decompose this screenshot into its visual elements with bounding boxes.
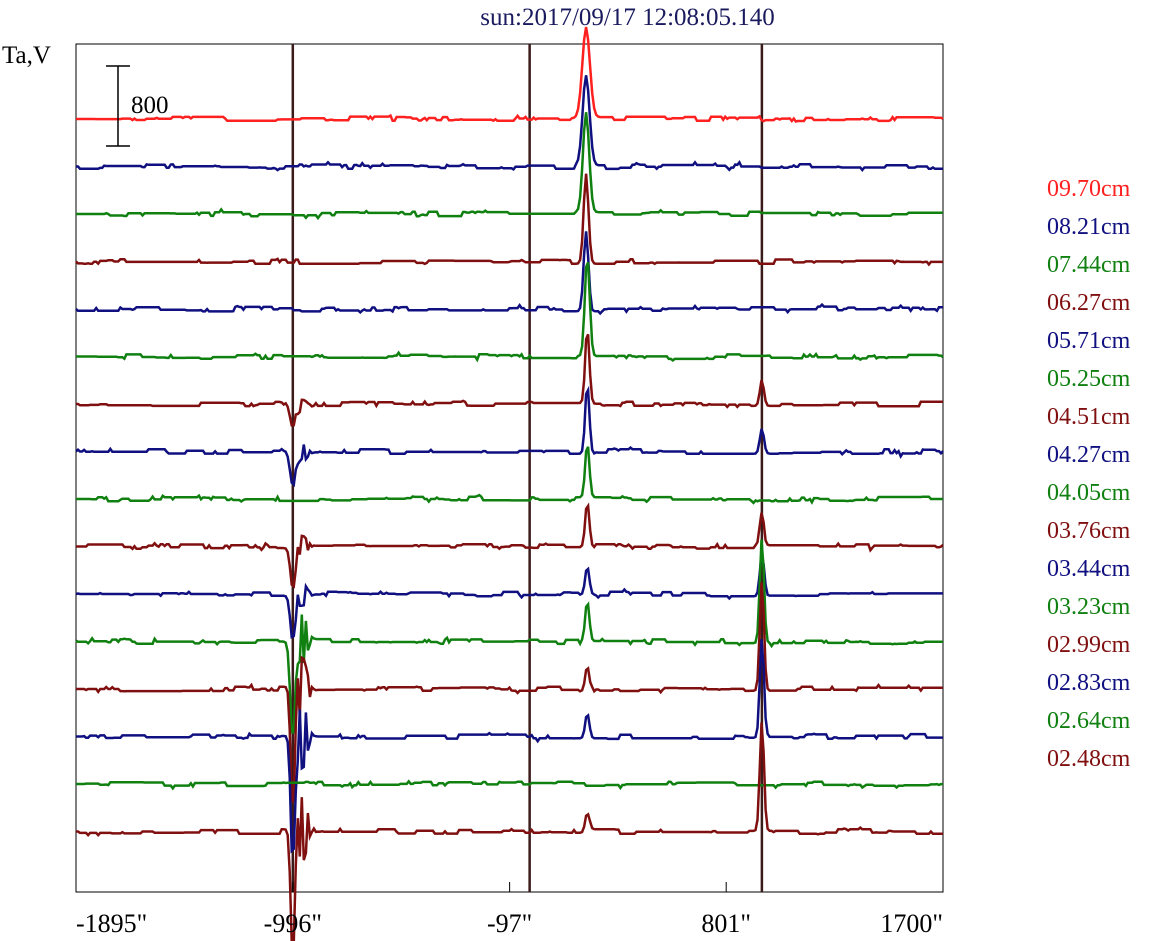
legend: 09.70cm 08.21cm 07.44cm 06.27cm 05.71cm 05.25…: [1047, 170, 1130, 778]
series-line-07.44cm: [76, 112, 943, 221]
x-tick-label-4: 1700": [880, 909, 943, 938]
marker-lines: [291, 44, 764, 892]
series-line-05.25cm: [76, 261, 944, 363]
series-line-04.51cm: [76, 333, 943, 427]
series-line-02.48cm: [76, 722, 943, 941]
y-axis-label: Ta,V: [2, 42, 51, 69]
scale-bar: 800: [106, 65, 169, 147]
series-line-02.99cm: [76, 582, 943, 803]
legend-entry-09.70cm: 09.70cm: [1047, 176, 1131, 202]
x-tick-label-1: -996": [264, 909, 322, 938]
scale-bar-label: 800: [131, 92, 169, 119]
series-line-05.71cm: [75, 231, 943, 316]
legend-entry-02.48cm: 02.48cm: [1047, 746, 1131, 772]
plot-border: [75, 43, 944, 893]
legend-entry-05.25cm: 05.25cm: [1047, 366, 1131, 392]
legend-entry-04.51cm: 04.51cm: [1047, 404, 1131, 430]
series-line-08.21cm: [76, 75, 943, 172]
x-tick-label-3: 801": [701, 909, 751, 938]
x-tick-label-2: -97": [487, 909, 532, 938]
series-line-02.83cm: [76, 639, 943, 854]
series-line-03.44cm: [75, 553, 943, 639]
series-line-09.70cm: [76, 26, 944, 123]
series-line-04.27cm: [75, 385, 944, 488]
series-line-02.64cm: [76, 779, 943, 791]
legend-entry-07.44cm: 07.44cm: [1047, 252, 1131, 278]
legend-entry-06.27cm: 06.27cm: [1047, 290, 1131, 316]
series-line-06.27cm: [75, 173, 943, 267]
chart-title: sun:2017/09/17 12:08:05.140: [480, 4, 775, 31]
series-line-03.76cm: [76, 502, 944, 589]
legend-entry-08.21cm: 08.21cm: [1047, 214, 1131, 240]
legend-entry-04.27cm: 04.27cm: [1047, 442, 1131, 468]
legend-entry-03.44cm: 03.44cm: [1047, 556, 1131, 582]
legend-entry-04.05cm: 04.05cm: [1047, 480, 1131, 506]
x-tick-label-0: -1895": [76, 909, 147, 938]
series-line-04.05cm: [76, 446, 943, 505]
legend-entry-03.76cm: 03.76cm: [1047, 518, 1131, 544]
legend-entry-02.83cm: 02.83cm: [1047, 670, 1131, 696]
legend-entry-05.71cm: 05.71cm: [1047, 328, 1131, 354]
legend-entry-02.99cm: 02.99cm: [1047, 632, 1131, 658]
series-line-03.23cm: [75, 539, 943, 734]
series-lines: [75, 26, 944, 941]
legend-entry-03.23cm: 03.23cm: [1047, 594, 1131, 620]
legend-entry-02.64cm: 02.64cm: [1047, 708, 1131, 734]
plot-frame: [75, 43, 944, 893]
x-ticks: -1895" -996" -97" 801" 1700": [75, 882, 944, 938]
